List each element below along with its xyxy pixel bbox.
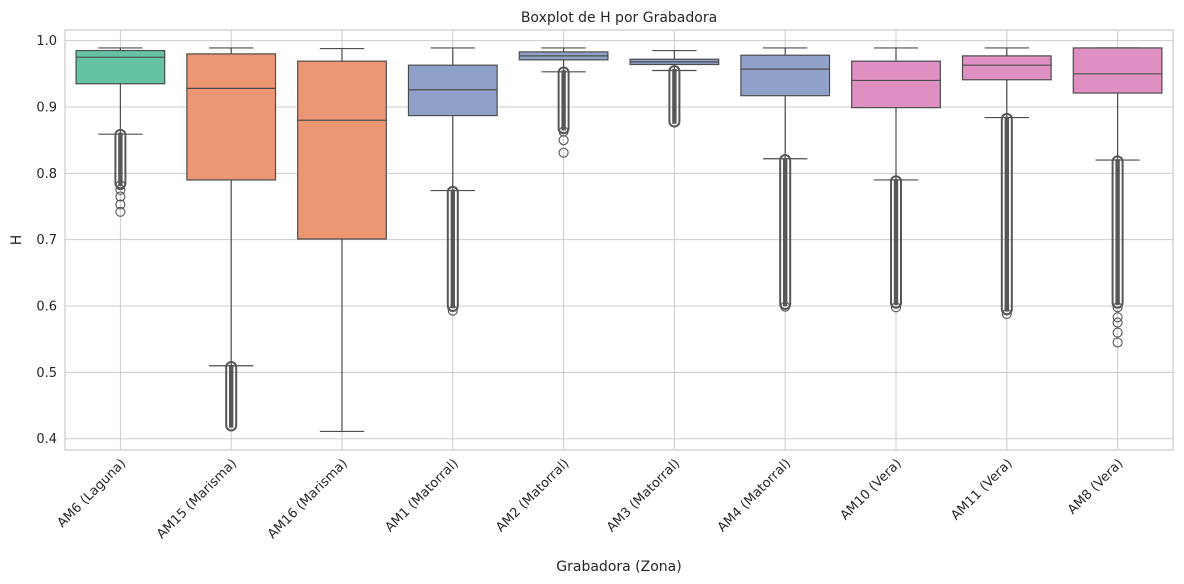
x-axis-label: Grabadora (Zona) (556, 559, 681, 575)
outlier-band-core (229, 364, 234, 428)
chart-title: Boxplot de H por Grabadora (521, 10, 717, 26)
plot-frame (64, 29, 1174, 451)
outlier-band-outer (225, 361, 238, 432)
x-tick-label: AM16 (Marisma) (265, 456, 351, 542)
box (740, 54, 831, 97)
outlier-band-core (450, 189, 455, 309)
x-tick-label: AM6 (Laguna) (55, 456, 130, 531)
outlier-band-outer (779, 154, 792, 311)
box (186, 53, 277, 181)
box-group (407, 47, 498, 316)
outlier-band-core (672, 68, 677, 124)
outlier-point (890, 302, 902, 313)
box (75, 49, 166, 85)
outlier-point (447, 305, 458, 316)
outlier-band-core (893, 179, 899, 305)
y-tick-label: 0.6 (36, 300, 57, 315)
box-group (518, 47, 609, 158)
outlier-band-outer (557, 66, 570, 135)
x-tick-label: AM15 (Marisma) (154, 456, 240, 542)
x-axis-ticks: AM6 (Laguna) AM15 (Marisma) AM16 (Marisma)… (55, 456, 1127, 542)
x-tick-label: AM10 (Vera) (838, 456, 905, 523)
outlier-band-core (118, 132, 123, 186)
box-group (851, 47, 941, 313)
x-tick-label: AM8 (Vera) (1065, 456, 1126, 517)
box-group (297, 47, 387, 433)
outlier-band-outer (446, 185, 459, 313)
y-axis-ticks: 0.4 0.5 0.6 0.7 0.8 0.9 1.0 (36, 34, 57, 447)
outlier-point (115, 206, 126, 217)
outlier-point (115, 180, 126, 191)
outlier-band-outer (1000, 112, 1013, 316)
x-tick-label: AM2 (Matorral) (493, 456, 572, 535)
y-tick-label: 0.5 (36, 366, 57, 381)
box-group (75, 47, 166, 217)
outlier-point (1112, 317, 1123, 328)
box-group (629, 49, 720, 128)
box (297, 60, 387, 240)
box (1072, 47, 1163, 94)
outlier-point (115, 199, 126, 210)
outlier-point (115, 184, 126, 195)
outlier-band-outer (668, 65, 681, 128)
x-tick-label: AM4 (Matorral) (715, 456, 794, 535)
outlier-point (1112, 327, 1123, 338)
outlier-point (780, 301, 791, 312)
outlier-point (1112, 302, 1123, 313)
outlier-point (558, 126, 569, 137)
y-tick-label: 0.7 (36, 233, 57, 248)
outlier-point (1112, 337, 1123, 348)
y-tick-label: 0.9 (36, 100, 57, 115)
outlier-point (115, 191, 126, 202)
outlier-band-core (1004, 116, 1009, 312)
boxes (75, 47, 1163, 433)
box-group (186, 47, 277, 432)
y-axis-label: H (9, 235, 25, 246)
y-tick-label: 0.8 (36, 167, 57, 182)
box (407, 64, 498, 117)
outlier-band-core (1115, 159, 1120, 305)
x-tick-label: AM11 (Vera) (948, 456, 1015, 523)
y-tick-label: 1.0 (36, 34, 57, 49)
box (851, 60, 941, 109)
outlier-point (1112, 312, 1123, 323)
box (961, 55, 1052, 81)
outlier-band-core (561, 70, 566, 131)
outlier-band-outer (1111, 155, 1124, 309)
outlier-band-outer (114, 128, 127, 190)
x-tick-label: AM3 (Matorral) (604, 456, 683, 535)
y-tick-label: 0.4 (36, 432, 57, 447)
x-tick-label: AM1 (Matorral) (382, 456, 461, 535)
box-group (1072, 47, 1163, 348)
outlier-point (1001, 308, 1012, 320)
outlier-band-outer (890, 175, 902, 309)
outlier-point (558, 147, 569, 158)
box-group (740, 47, 831, 312)
outlier-band-core (783, 157, 788, 307)
box-group (961, 47, 1052, 320)
